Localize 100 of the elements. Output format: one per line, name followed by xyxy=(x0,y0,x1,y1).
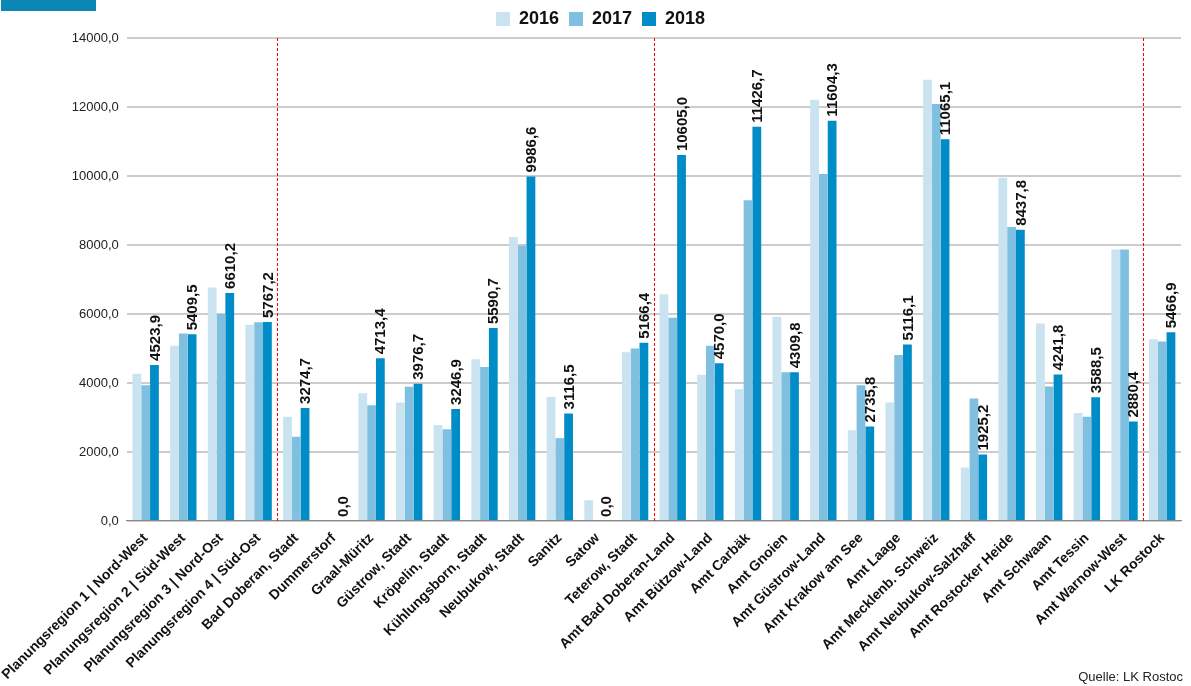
data-label: 3588,5 xyxy=(1086,347,1104,394)
bar xyxy=(659,294,669,520)
bar xyxy=(526,176,536,520)
data-label: 1925,2 xyxy=(973,404,991,451)
bar xyxy=(1128,421,1138,520)
bar xyxy=(584,500,594,520)
data-label: 10605,0 xyxy=(672,96,690,152)
bar xyxy=(978,454,988,520)
bar xyxy=(508,237,518,520)
bar xyxy=(433,425,443,520)
bar xyxy=(706,345,715,520)
data-label: 8437,8 xyxy=(1011,179,1029,226)
data-label: 4523,9 xyxy=(145,314,163,361)
data-label: 5409,5 xyxy=(183,284,201,331)
y-tick-label: 2000,0 xyxy=(79,443,119,459)
bar xyxy=(245,324,255,520)
bar xyxy=(1007,227,1016,520)
y-tick-label: 6000,0 xyxy=(79,305,119,321)
bar xyxy=(150,364,159,520)
bar xyxy=(781,372,791,520)
bar xyxy=(1082,416,1092,520)
data-label: 4713,4 xyxy=(371,307,389,355)
data-label: 11065,1 xyxy=(936,81,954,136)
bar xyxy=(621,352,631,520)
bar xyxy=(677,155,686,520)
data-label: 6610,2 xyxy=(220,243,238,289)
bar xyxy=(283,416,292,520)
bar xyxy=(714,363,724,520)
bar xyxy=(358,393,368,520)
bar xyxy=(207,287,217,520)
bar xyxy=(885,402,895,520)
bar xyxy=(141,385,151,520)
bar xyxy=(639,342,649,520)
legend-label: 2016 xyxy=(518,7,559,28)
bar xyxy=(225,292,235,520)
bar xyxy=(734,389,744,520)
bar xyxy=(818,173,828,520)
bar xyxy=(1166,332,1176,520)
data-label: 5767,2 xyxy=(258,272,276,318)
y-tick-label: 4000,0 xyxy=(79,374,119,390)
data-label: 11426,7 xyxy=(747,69,765,123)
bar xyxy=(546,397,556,520)
bar xyxy=(451,408,461,520)
bar xyxy=(1111,249,1121,520)
bar xyxy=(668,317,678,520)
bar xyxy=(413,383,423,520)
bar xyxy=(170,345,179,520)
data-label: 4309,8 xyxy=(785,322,803,369)
y-tick-label: 8000,0 xyxy=(79,236,119,252)
bar xyxy=(856,385,866,520)
bar xyxy=(517,245,527,520)
bar xyxy=(564,413,573,520)
bar xyxy=(1157,341,1167,520)
data-label: 11604,3 xyxy=(823,63,841,117)
bar xyxy=(827,120,837,520)
bar xyxy=(931,103,941,520)
bar xyxy=(903,344,912,520)
data-label: 3976,7 xyxy=(409,333,427,380)
data-label: 5466,9 xyxy=(1162,282,1180,329)
bar xyxy=(300,407,310,520)
bar xyxy=(254,322,264,520)
data-label: 5590,7 xyxy=(484,278,502,325)
y-tick-label: 12000,0 xyxy=(71,98,119,114)
data-label: 4570,0 xyxy=(710,313,728,360)
bar xyxy=(923,79,932,520)
bar xyxy=(810,99,819,520)
bar xyxy=(471,359,481,520)
data-label: 0,0 xyxy=(333,496,351,517)
y-tick-label: 10000,0 xyxy=(71,167,119,183)
bar xyxy=(367,405,376,520)
data-label: 2735,8 xyxy=(860,376,878,423)
y-tick-label: 14000,0 xyxy=(71,29,119,45)
data-label: 3116,5 xyxy=(559,364,577,410)
bar xyxy=(1091,397,1101,520)
bar xyxy=(743,200,753,520)
data-label: 3246,9 xyxy=(446,359,464,405)
legend-label: 2017 xyxy=(591,7,633,28)
data-label: 5166,4 xyxy=(635,292,653,339)
bar xyxy=(1044,386,1054,520)
bar xyxy=(187,334,197,520)
bar xyxy=(1149,339,1158,520)
bar xyxy=(488,328,498,520)
legend-label: 2018 xyxy=(665,7,706,28)
bar xyxy=(442,429,452,520)
bar xyxy=(847,430,857,520)
bar xyxy=(375,358,385,520)
data-label: 4241,8 xyxy=(1049,324,1067,371)
bar xyxy=(752,126,762,520)
bar xyxy=(404,386,414,520)
bar xyxy=(396,402,405,520)
bar xyxy=(940,139,950,520)
bar xyxy=(865,426,875,520)
data-label: 2880,4 xyxy=(1124,371,1142,418)
bar xyxy=(894,355,904,520)
data-label: 0,0 xyxy=(597,496,615,517)
bar xyxy=(790,372,799,520)
data-label: 3274,7 xyxy=(296,358,314,404)
bar xyxy=(772,316,782,520)
data-label: 9986,6 xyxy=(522,126,540,173)
bar xyxy=(216,313,226,520)
